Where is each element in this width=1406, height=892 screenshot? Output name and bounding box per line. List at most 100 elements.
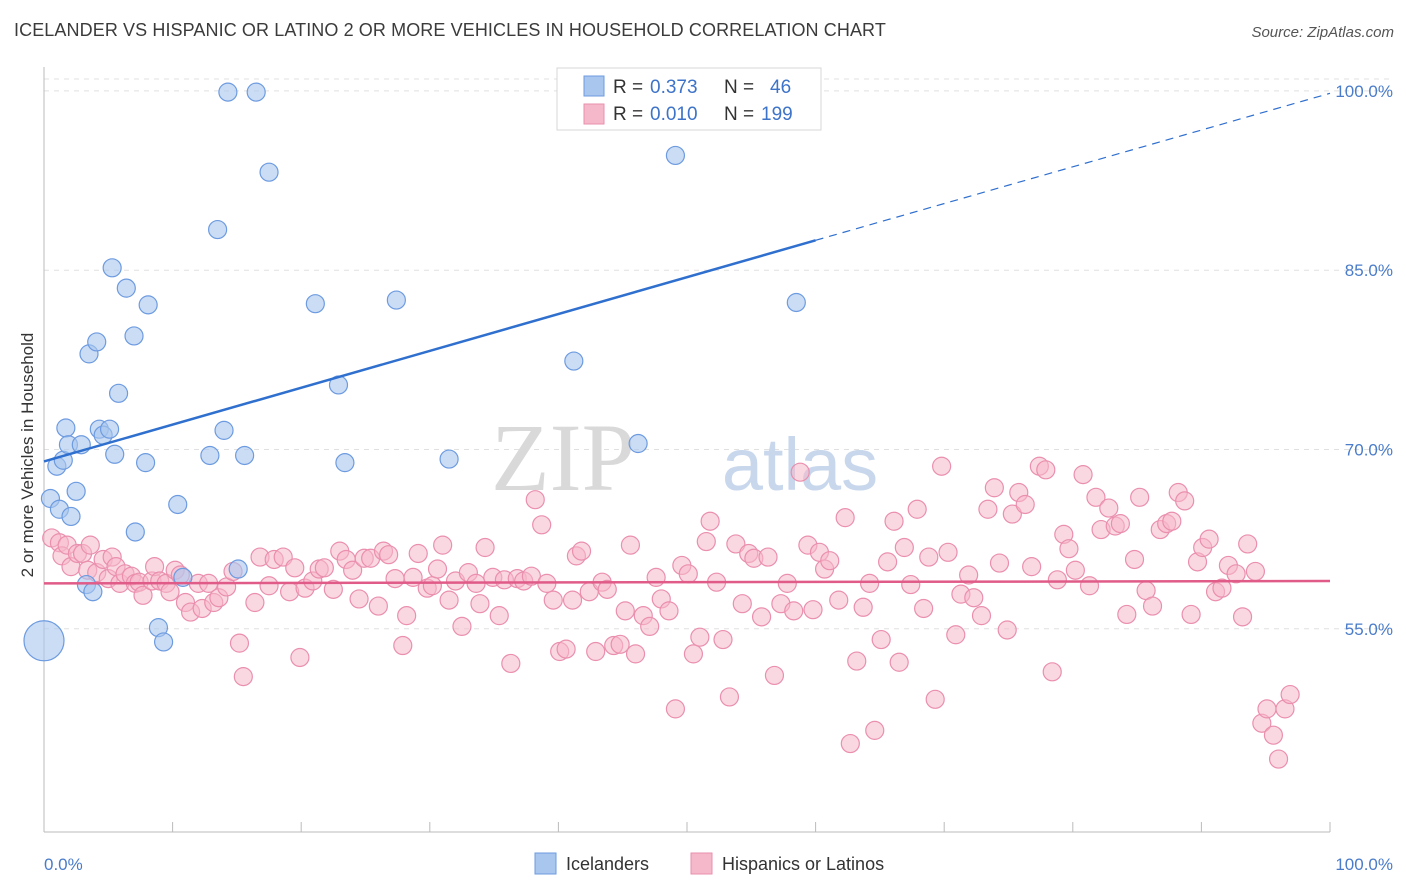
hispanic-point <box>1086 487 1106 507</box>
hispanic-point <box>1059 539 1079 559</box>
icelander-point <box>665 145 686 166</box>
icelander-point <box>108 383 129 403</box>
hispanic-point <box>562 590 583 610</box>
hispanic-point <box>385 568 405 589</box>
stats-legend: R = 0.373 N = 46 R = 0.010 N = 199 <box>556 67 822 131</box>
icelander-point <box>138 295 158 315</box>
hispanic-point <box>1245 561 1266 582</box>
icelander-point <box>235 445 255 466</box>
hispanic-point <box>840 733 860 754</box>
hispanic-point <box>610 634 630 654</box>
hispanic-point <box>597 579 617 599</box>
hispanic-point <box>925 689 945 709</box>
hispanic-point <box>427 559 448 579</box>
icelander-point <box>335 453 355 473</box>
hispanic-point <box>640 616 660 637</box>
icelander-point <box>786 292 806 313</box>
legend-n-value-1: 46 <box>770 77 791 98</box>
legend-r-value-1: 0.373 <box>650 77 698 98</box>
tick-labels: 55.0% 70.0% 85.0% 100.0% 0.0% 100.0% <box>44 82 1393 874</box>
hispanic-point <box>1280 684 1300 705</box>
hispanic-point <box>1042 662 1062 682</box>
hispanic-point <box>964 588 984 608</box>
series-name-icelanders: Icelanders <box>566 854 649 874</box>
y-tick-label: 55.0% <box>1345 620 1393 639</box>
hispanic-point <box>989 553 1010 573</box>
icelander-trend-extension <box>815 92 1331 241</box>
hispanic-point <box>290 647 310 668</box>
legend-n-value-2: 199 <box>761 104 793 125</box>
hispanic-point <box>919 547 939 567</box>
icelander-point <box>628 433 648 454</box>
hispanic-point <box>408 543 428 564</box>
hispanic-point <box>683 644 704 664</box>
icelander-point <box>56 418 76 438</box>
hispanic-point <box>1073 465 1093 485</box>
hispanic-point <box>659 601 679 621</box>
hispanic-point <box>889 652 909 672</box>
hispanic-point <box>475 537 495 558</box>
hispanic-point <box>439 590 459 610</box>
hispanic-point <box>835 508 855 528</box>
icelander-point <box>305 294 325 314</box>
hispanic-point <box>884 511 904 531</box>
hispanic-point <box>726 534 746 554</box>
legend-r-value-2: 0.010 <box>650 104 698 125</box>
hispanic-point <box>556 639 576 659</box>
hispanic-point <box>1238 534 1258 554</box>
icelander-point <box>61 506 81 527</box>
icelander-point <box>66 481 86 501</box>
hispanic-point <box>1199 529 1219 549</box>
icelander-point <box>246 82 266 102</box>
hispanic-point <box>1124 549 1145 570</box>
hispanic-point <box>751 607 772 627</box>
hispanic-point <box>984 478 1004 498</box>
hispanic-point <box>1162 511 1182 531</box>
hispanic-point <box>1065 560 1085 580</box>
hispanic-point <box>259 576 279 596</box>
hispanic-point <box>1263 725 1284 745</box>
icelander-point <box>87 332 107 352</box>
hispanic-point <box>719 687 740 707</box>
series-swatch-hispanics <box>690 852 713 875</box>
hispanic-point <box>571 541 592 561</box>
hispanic-point <box>1047 570 1067 590</box>
hispanic-point <box>784 601 804 621</box>
hispanic-point <box>696 531 716 552</box>
hispanic-point <box>713 629 733 650</box>
icelander-point <box>116 278 136 298</box>
icelander-point <box>124 326 144 346</box>
hispanic-point <box>343 560 363 580</box>
hispanic-point <box>1036 460 1056 480</box>
hispanic-point <box>1022 557 1042 577</box>
hispanic-point <box>907 499 927 519</box>
series-name-hispanics: Hispanics or Latinos <box>722 854 884 874</box>
icelander-point <box>83 582 103 602</box>
hispanic-point <box>1130 487 1150 507</box>
hispanic-point <box>938 542 958 562</box>
legend-r-label-2: R = <box>613 104 643 125</box>
icelander-point <box>153 632 174 652</box>
hispanic-point <box>625 644 646 664</box>
icelander-point <box>102 258 122 278</box>
x-tick-label: 100.0% <box>1335 855 1393 874</box>
hispanic-point <box>1181 604 1201 625</box>
hispanic-point <box>1117 604 1137 625</box>
icelander-point <box>259 162 279 182</box>
hispanic-point <box>732 594 752 614</box>
legend-swatch-icelanders <box>583 75 605 97</box>
hispanic-point <box>1212 578 1232 598</box>
chart-title: ICELANDER VS HISPANIC OR LATINO 2 OR MOR… <box>14 20 886 40</box>
watermark-zip: ZIP <box>491 404 635 511</box>
hispanic-point <box>700 511 720 531</box>
hispanic-point <box>323 579 343 599</box>
hispanic-point <box>470 594 490 614</box>
hispanic-point <box>665 699 686 719</box>
hispanic-point <box>1226 564 1246 584</box>
hispanic-point <box>878 552 898 572</box>
icelander-point <box>208 219 228 240</box>
y-tick-label: 85.0% <box>1345 261 1393 280</box>
hispanic-point <box>1002 504 1022 524</box>
icelander-point <box>23 620 65 662</box>
